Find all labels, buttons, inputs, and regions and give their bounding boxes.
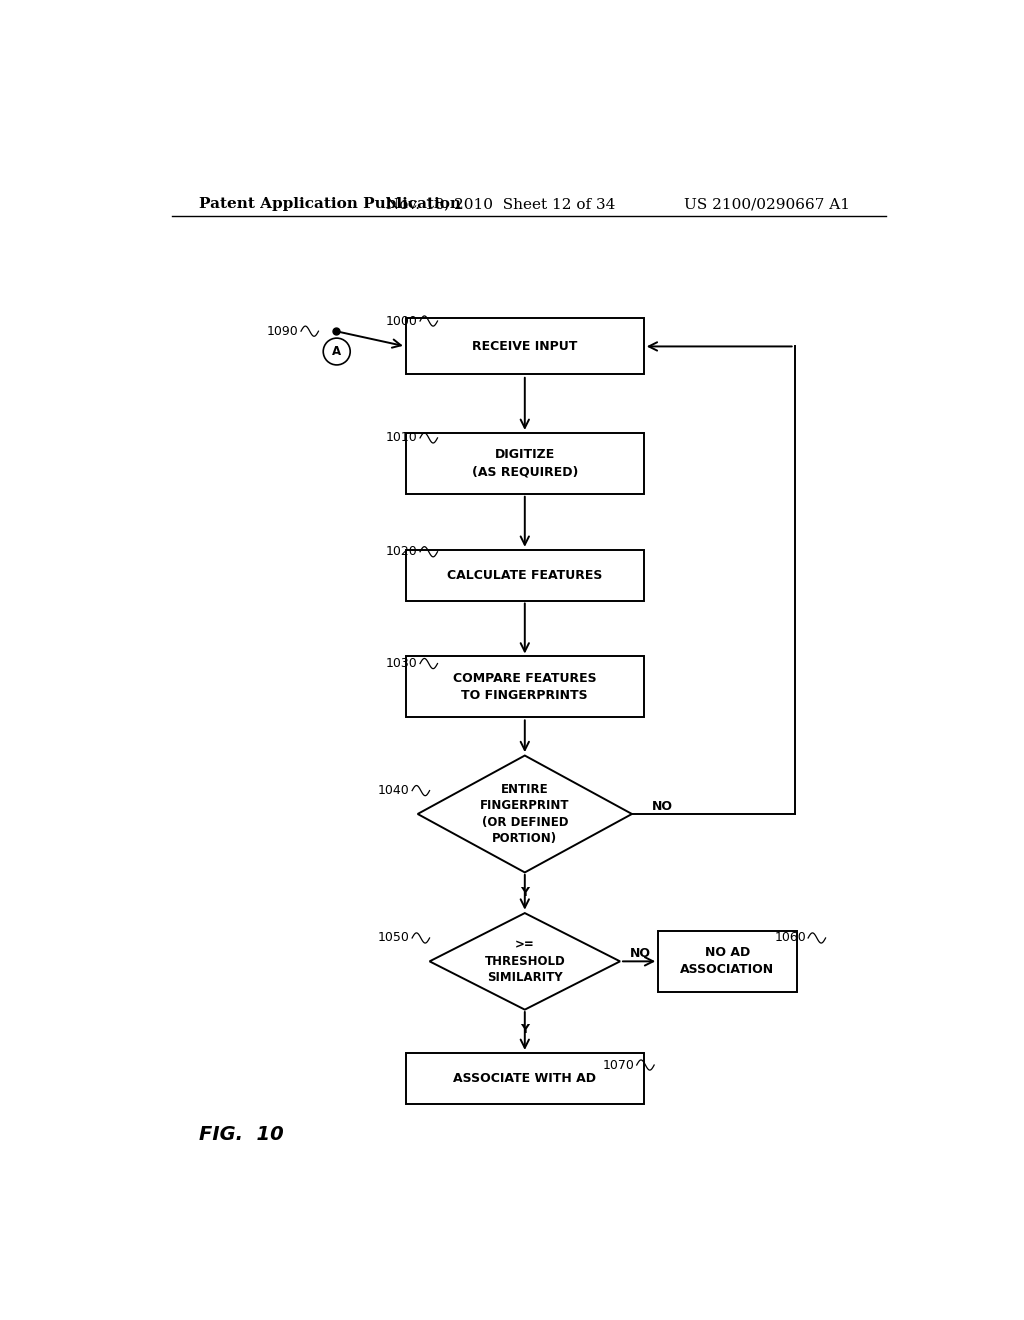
Text: FIG.  10: FIG. 10 — [200, 1125, 285, 1143]
Text: Patent Application Publication: Patent Application Publication — [200, 197, 462, 211]
FancyBboxPatch shape — [657, 931, 797, 991]
Text: CALCULATE FEATURES: CALCULATE FEATURES — [447, 569, 602, 582]
Text: NO: NO — [652, 800, 673, 813]
Text: >=
THRESHOLD
SIMILARITY: >= THRESHOLD SIMILARITY — [484, 939, 565, 985]
Text: 1070: 1070 — [602, 1059, 634, 1072]
Text: 1010: 1010 — [386, 432, 418, 445]
Text: RECEIVE INPUT: RECEIVE INPUT — [472, 341, 578, 352]
Text: DIGITIZE
(AS REQUIRED): DIGITIZE (AS REQUIRED) — [472, 449, 578, 478]
Text: A: A — [332, 345, 341, 358]
Text: NO AD
ASSOCIATION: NO AD ASSOCIATION — [680, 946, 774, 977]
Text: Y: Y — [520, 886, 529, 899]
Text: US 2100/0290667 A1: US 2100/0290667 A1 — [684, 197, 850, 211]
Polygon shape — [418, 755, 632, 873]
FancyBboxPatch shape — [406, 549, 644, 601]
Text: Nov. 18, 2010  Sheet 12 of 34: Nov. 18, 2010 Sheet 12 of 34 — [386, 197, 615, 211]
Text: Y: Y — [520, 1023, 529, 1036]
FancyBboxPatch shape — [406, 433, 644, 494]
Text: 1050: 1050 — [378, 932, 410, 945]
Text: 1060: 1060 — [775, 932, 807, 945]
Text: 1000: 1000 — [386, 314, 418, 327]
Text: 1090: 1090 — [267, 325, 299, 338]
FancyBboxPatch shape — [406, 318, 644, 375]
Text: NO: NO — [630, 946, 650, 960]
Text: 1030: 1030 — [386, 657, 418, 671]
FancyBboxPatch shape — [406, 1053, 644, 1104]
Polygon shape — [430, 913, 620, 1010]
FancyBboxPatch shape — [406, 656, 644, 718]
Text: 1040: 1040 — [378, 784, 410, 797]
Text: 1020: 1020 — [386, 545, 418, 558]
Text: ASSOCIATE WITH AD: ASSOCIATE WITH AD — [454, 1072, 596, 1085]
Text: COMPARE FEATURES
TO FINGERPRINTS: COMPARE FEATURES TO FINGERPRINTS — [453, 672, 597, 702]
Text: ENTIRE
FINGERPRINT
(OR DEFINED
PORTION): ENTIRE FINGERPRINT (OR DEFINED PORTION) — [480, 783, 569, 845]
